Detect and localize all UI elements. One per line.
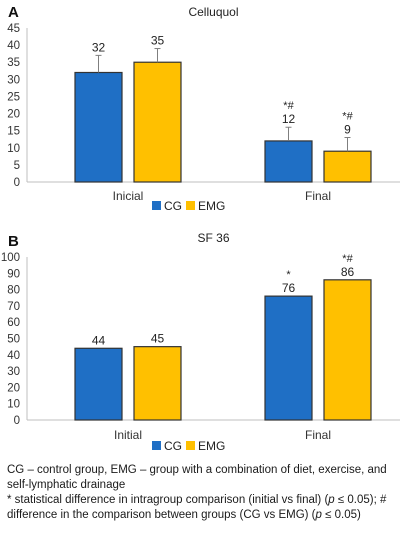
panel-a-y-tick-label: 45	[7, 23, 20, 35]
panel-b-title: SF 36	[197, 231, 229, 245]
caption-significance-part-1: * statistical difference in intragroup c…	[7, 494, 329, 506]
panel-a-y-tick-label: 25	[7, 91, 20, 103]
panel-a-bar-emg-final	[323, 150, 372, 183]
panel-a-y-tick-label: 5	[14, 160, 20, 172]
panel-b-y-tick-label: 50	[7, 334, 20, 346]
figure: A Celluquol 0 5 10 15 20 25 30 35 40 45 Inicial 32 35 F…	[1, 4, 400, 453]
panel-b-legend-label-emg: EMG	[198, 439, 225, 453]
panel-a-legend-swatch-cg	[152, 201, 161, 210]
caption-significance-part-2: ≤ 0.05); # difference in the comparison …	[7, 494, 387, 521]
panel-a-bar-cg-final-data-label: 12	[282, 112, 296, 126]
figure-caption: CG – control group, EMG – group with a c…	[7, 463, 407, 523]
panel-a-y-tick-label: 35	[7, 57, 20, 69]
caption-significance-part-3: ≤ 0.05)	[321, 509, 361, 521]
panel-a-bar-cg-inicial-data-label: 32	[92, 40, 106, 54]
panel-a-legend-label-emg: EMG	[198, 199, 225, 213]
caption-p-symbol-2: p	[315, 509, 322, 521]
panel-b-label: B	[8, 233, 19, 250]
panel-b-x-tick-label: Initial	[114, 428, 142, 442]
panel-a-bar-emg-final-data-label: 9	[344, 123, 351, 137]
panel-b-y-tick-label: 70	[7, 301, 20, 313]
panel-b-bar-emg-initial-data-label: 45	[151, 332, 165, 346]
panel-b-y-tick-label: 20	[7, 382, 20, 394]
panel-b-y-tick-label: 100	[1, 252, 20, 264]
panel-b-bar-cg-initial	[74, 347, 123, 421]
panel-b-y-tick-label: 40	[7, 350, 20, 362]
panel-a-bar-emg-final-significance-mark: *#	[342, 111, 353, 123]
panel-b-y-tick-label: 90	[7, 268, 20, 280]
panel-b-bar-cg-final-significance-mark: *	[286, 269, 291, 281]
caption-significance: * statistical difference in intragroup c…	[7, 493, 407, 523]
panel-a-bar-emg-inicial-data-label: 35	[151, 34, 165, 48]
panel-b-y-tick-label: 0	[14, 415, 20, 427]
panel-a-y-tick-label: 0	[14, 177, 20, 189]
panel-a-y-tick-label: 40	[7, 40, 20, 52]
panel-b-y-tick-label: 60	[7, 317, 20, 329]
panel-b-bar-cg-final-data-label: 76	[282, 281, 296, 295]
panel-b-y-tick-label: 10	[7, 399, 20, 411]
panel-a-y-tick-label: 20	[7, 109, 20, 121]
panel-b-bar-cg-final	[264, 295, 313, 421]
caption-abbreviations: CG – control group, EMG – group with a c…	[7, 464, 387, 491]
panel-b-bar-emg-final-significance-mark: *#	[342, 253, 353, 265]
panel-a-bar-cg-final	[264, 140, 313, 183]
panel-b-bar-cg-initial-data-label: 44	[92, 333, 106, 347]
panel-b-legend-label-cg: CG	[164, 439, 182, 453]
panel-b-bar-emg-final-data-label: 86	[341, 265, 355, 279]
panel-a-legend-swatch-emg	[186, 201, 195, 210]
panel-a-x-tick-label: Inicial	[113, 189, 144, 203]
panel-b-y-tick-label: 80	[7, 285, 20, 297]
panel-a-bar-cg-final-significance-mark: *#	[283, 100, 294, 112]
panel-a-x-tick-label: Final	[305, 189, 331, 203]
panel-b-legend-swatch-emg	[186, 441, 195, 450]
panel-a-y-tick-label: 15	[7, 126, 20, 138]
panel-a-legend-label-cg: CG	[164, 199, 182, 213]
panel-a-bar-cg-inicial	[74, 71, 123, 183]
panel-a-y-tick-label: 30	[7, 74, 20, 86]
panel-a-y-tick-label: 10	[7, 143, 20, 155]
panel-b-bar-emg-final	[323, 279, 372, 421]
panel-b-x-tick-label: Final	[305, 428, 331, 442]
panel-b-bar-emg-initial	[133, 346, 182, 421]
panel-a-bar-emg-inicial	[133, 61, 182, 183]
caption-p-symbol-1: p	[328, 494, 335, 506]
panel-a-label: A	[8, 4, 19, 21]
panel-a-title: Celluquol	[188, 5, 238, 19]
panel-b-legend-swatch-cg	[152, 441, 161, 450]
panel-b-y-tick-label: 30	[7, 366, 20, 378]
